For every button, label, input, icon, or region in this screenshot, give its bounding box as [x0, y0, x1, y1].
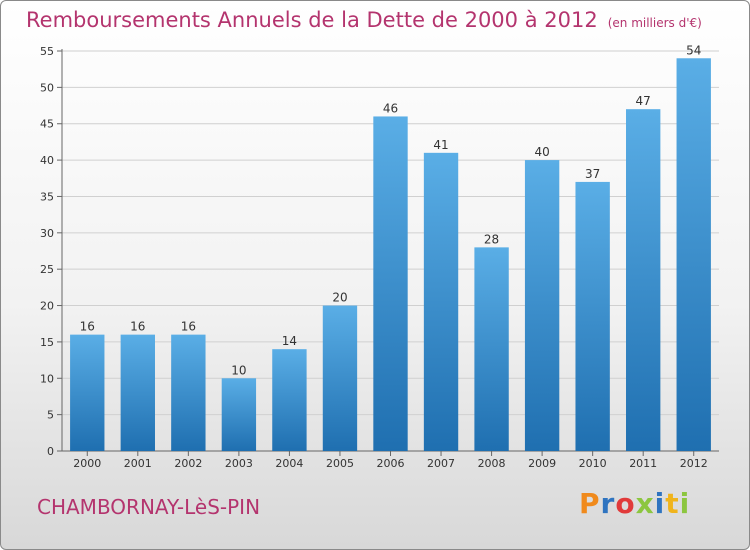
bar-value-label: 16	[130, 320, 145, 334]
bar-value-label: 41	[433, 138, 448, 152]
bar-2008	[474, 247, 509, 451]
chart-title: Remboursements Annuels de la Dette de 20…	[26, 8, 702, 32]
x-tick-label: 2002	[174, 457, 202, 470]
bar-2004	[272, 349, 307, 451]
y-tick-label: 55	[40, 45, 54, 58]
logo-letter: P	[579, 487, 601, 520]
x-tick-label: 2003	[225, 457, 253, 470]
logo-letter: o	[615, 487, 636, 520]
bar-value-label: 28	[484, 232, 499, 246]
bar-2007	[423, 152, 459, 451]
logo-letter: i	[654, 487, 666, 520]
y-tick-label: 25	[40, 263, 54, 276]
data-labels: 16 16 16 10 14 20 46 41 28 40 37 47 54	[80, 43, 702, 377]
bar-2001	[120, 334, 155, 451]
bar-value-label: 54	[686, 43, 701, 57]
y-tick-label: 45	[40, 118, 54, 131]
chart-unit: (en milliers d'€)	[607, 16, 702, 30]
chart-title-text: Remboursements Annuels de la Dette de 20…	[26, 8, 598, 32]
x-tick-label: 2006	[377, 457, 405, 470]
bar-2009	[524, 160, 560, 451]
bar-value-label: 46	[383, 101, 398, 115]
y-tick-label: 30	[40, 227, 54, 240]
x-tick-label: 2011	[629, 457, 657, 470]
bar-2006	[373, 116, 408, 452]
y-tick-label: 20	[40, 300, 54, 313]
x-tick-label: 2007	[427, 457, 455, 470]
y-tick-label: 5	[47, 409, 54, 422]
bar-value-label: 10	[231, 363, 246, 377]
bar-value-label: 47	[636, 94, 651, 108]
bar-2000	[70, 334, 105, 451]
x-tick-label: 2010	[579, 457, 607, 470]
logo-letter: t	[665, 487, 680, 520]
bar-2003	[221, 378, 257, 451]
bar-2011	[626, 109, 661, 451]
bar-2010	[575, 181, 610, 451]
y-tick-label: 40	[40, 154, 54, 167]
x-tick-label: 2001	[124, 457, 152, 470]
y-tick-label: 0	[47, 445, 54, 458]
y-tick-label: 35	[40, 190, 54, 203]
bars	[70, 58, 711, 452]
x-tick-label: 2004	[275, 457, 303, 470]
x-tick-label: 2008	[478, 457, 506, 470]
x-tick-label: 2000	[73, 457, 101, 470]
logo-letter: x	[635, 487, 655, 520]
y-tick-label: 15	[40, 336, 54, 349]
bar-value-label: 16	[181, 320, 196, 334]
proxiti-logo: Proxiti	[579, 487, 690, 520]
logo-letter: i	[679, 487, 691, 520]
bar-2002	[171, 334, 206, 451]
bar-value-label: 16	[80, 320, 95, 334]
commune-name: CHAMBORNAY-LèS-PIN	[37, 495, 261, 519]
bar-value-label: 14	[282, 334, 297, 348]
y-tick-label: 10	[40, 372, 54, 385]
bar-value-label: 37	[585, 167, 600, 181]
bar-value-label: 20	[332, 291, 347, 305]
bar-2005	[322, 305, 358, 451]
x-tick-label: 2012	[680, 457, 708, 470]
logo-letter: r	[600, 487, 616, 520]
x-tick-label: 2009	[528, 457, 556, 470]
bar-2012	[676, 58, 711, 451]
y-tick-label: 50	[40, 81, 54, 94]
x-tick-label: 2005	[326, 457, 354, 470]
bar-value-label: 40	[534, 145, 549, 159]
